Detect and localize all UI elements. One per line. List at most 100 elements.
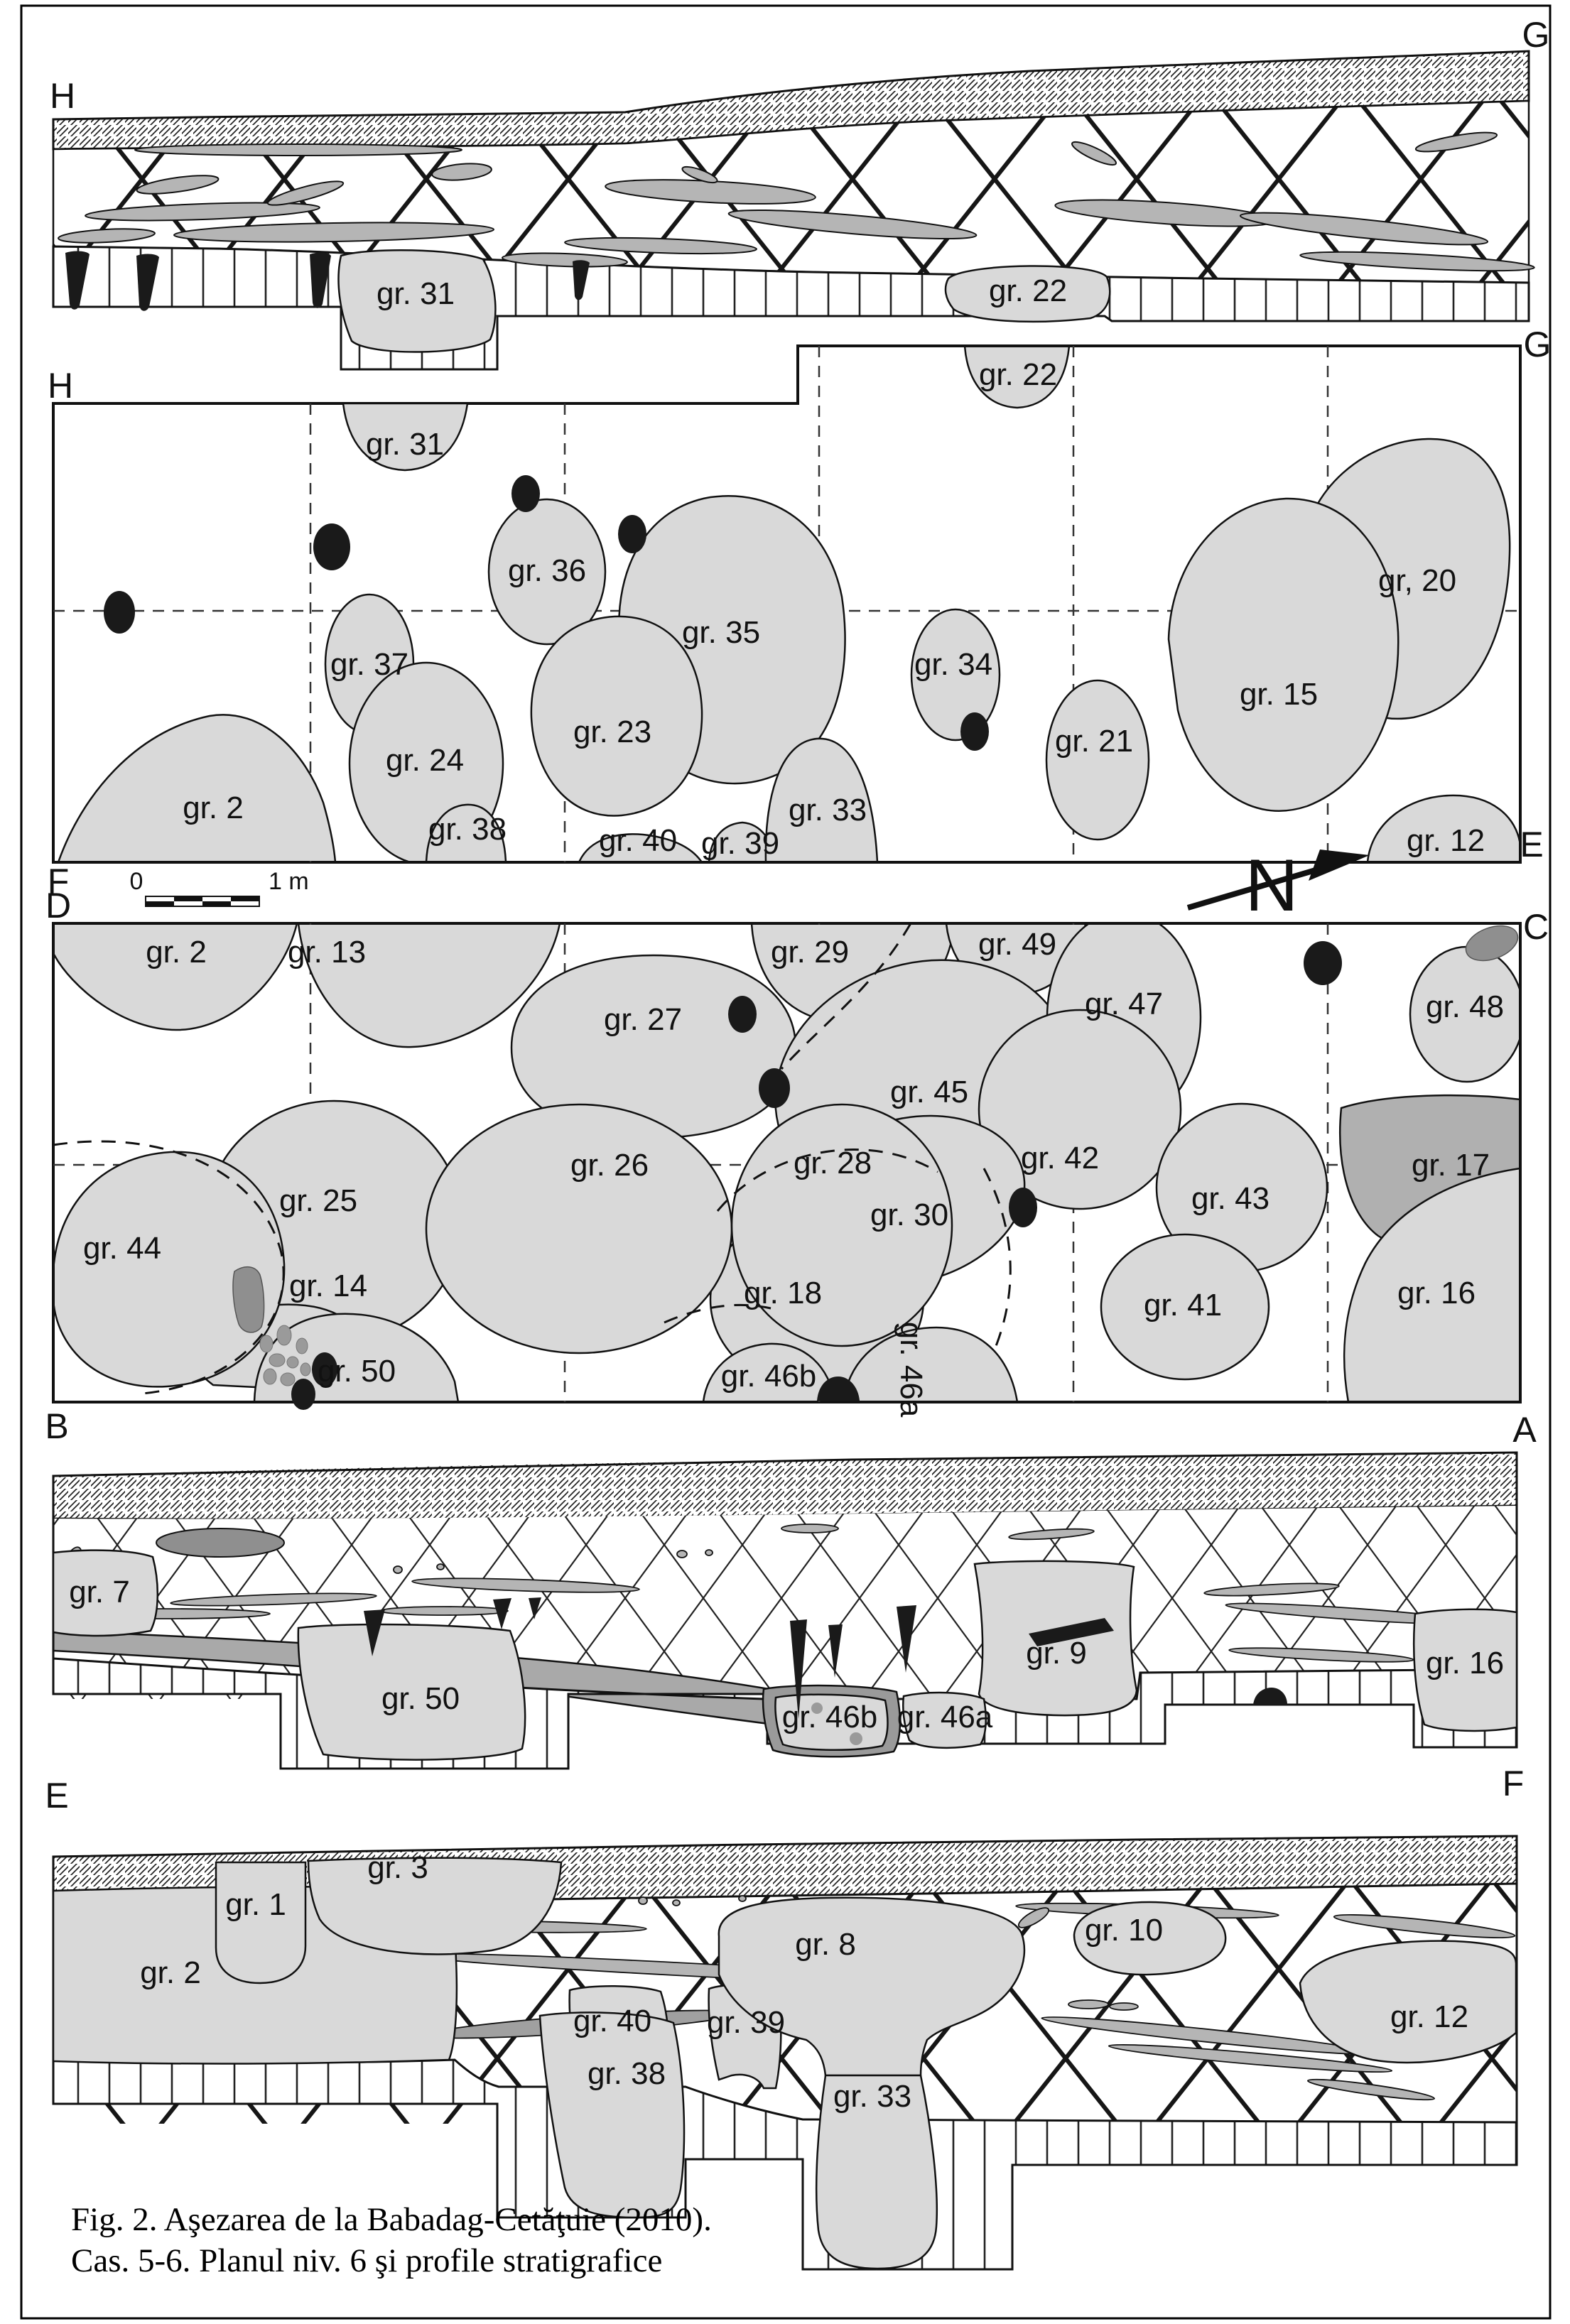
pit-gr-41 (1100, 1233, 1270, 1381)
plan2-pits (58, 347, 1519, 861)
label-gr-12: gr. 12 (1390, 1999, 1468, 2034)
label-gr-7: gr. 7 (69, 1575, 130, 1609)
label-gr-27: gr. 27 (604, 1002, 682, 1037)
pit-gr-7 (52, 1549, 159, 1637)
pit-gr-16-plan3 (1343, 1168, 1519, 1401)
pit-gr-31-profile (337, 249, 497, 353)
label-gr-46b: gr. 46b (721, 1359, 817, 1394)
label-gr-25: gr. 25 (279, 1183, 357, 1218)
label-gr-2: gr. 2 (183, 791, 244, 825)
label-gr-39: gr. 39 (701, 826, 779, 861)
north-arrow: N (1186, 845, 1370, 927)
label-gr-9: gr. 9 (1026, 1636, 1087, 1671)
label-gr-24: gr. 24 (386, 743, 464, 778)
pit-gr-33-profile (815, 2074, 938, 2270)
label-gr-38: gr. 38 (428, 812, 507, 847)
profile4-labels: gr. 7 gr. 50 gr. 9 gr. 46b gr. 46a gr. 1… (69, 1575, 1504, 1734)
label-gr-23: gr. 23 (573, 715, 651, 749)
profile-e-f: E F (45, 1764, 1524, 2271)
pit-gr-38-plan2 (425, 803, 507, 861)
gr46b-inclusions (811, 1703, 862, 1745)
corner-b: B (45, 1406, 68, 1446)
scale-one-m: 1 m (269, 868, 309, 895)
pit-gr-42 (978, 1009, 1182, 1210)
plan3-dashed-outlines (53, 923, 1012, 1395)
pit-gr-46a-profile (902, 1691, 987, 1749)
label-gr-49: gr. 49 (978, 927, 1056, 962)
pit-gr-28 (730, 1103, 953, 1347)
label-gr-36: gr. 36 (508, 553, 586, 588)
label-gr-12: gr. 12 (1407, 823, 1485, 858)
pit-gr-33-plan2 (764, 737, 879, 861)
pit-gr-44 (55, 1151, 286, 1388)
pit-gr-40-plan2 (578, 833, 703, 861)
profile-h-g: gr. 31 gr. 22 H G (50, 15, 1550, 371)
label-gr-38: gr. 38 (588, 2056, 666, 2091)
corner-g: G (1522, 15, 1550, 55)
label-gr-2: gr. 2 (146, 935, 207, 970)
corner-f: F (48, 862, 70, 901)
label-gr-35: gr. 35 (682, 615, 760, 650)
label-gr-29: gr. 29 (771, 935, 849, 970)
label-gr-46a: gr. 46a (894, 1322, 929, 1418)
corner-h: H (48, 366, 73, 406)
pit-gr-26 (425, 1103, 733, 1354)
corner-g: G (1524, 325, 1552, 364)
profile-b-a: gr. 7 gr. 50 gr. 9 gr. 46b gr. 46a gr. 1… (52, 1451, 1518, 1770)
plan2-labels: gr. 31 gr. 22 gr. 36 gr. 37 gr. 35 gr. 3… (183, 357, 1485, 861)
label-gr-14: gr. 14 (289, 1269, 367, 1303)
pit-gr-31-plan (342, 402, 469, 472)
pit-gr-50-profile (297, 1623, 526, 1761)
corner-e: E (45, 1776, 68, 1815)
pit-gr-23 (530, 615, 703, 817)
clay-lenses (58, 131, 1535, 272)
label-gr-34: gr. 34 (914, 647, 992, 682)
dark-stain-near-c (1465, 925, 1519, 962)
label-gr-22: gr. 22 (979, 357, 1057, 392)
label-gr-16: gr. 16 (1397, 1276, 1476, 1310)
label-gr-48: gr. 48 (1426, 989, 1504, 1024)
label-gr-33: gr. 33 (789, 793, 867, 827)
pebble-cluster (259, 1325, 311, 1386)
plan-h-g-f-e: gr. 31 gr. 22 gr. 36 gr. 37 gr. 35 gr. 3… (48, 325, 1552, 901)
label-gr-46a: gr. 46a (897, 1700, 993, 1734)
label-gr-39: gr. 39 (707, 2005, 785, 2040)
label-gr-22: gr. 22 (989, 273, 1067, 308)
corner-c: C (1523, 907, 1549, 947)
label-gr-17: gr. 17 (1412, 1148, 1490, 1183)
label-gr-45: gr. 45 (890, 1075, 968, 1109)
pit-gr-22-plan (963, 347, 1071, 409)
corner-e: E (1520, 825, 1543, 864)
caption-line-1: Fig. 2. Aşezarea de la Babadag-Cetăţuie … (71, 2201, 712, 2238)
dark-stain-gr-14 (232, 1266, 265, 1333)
label-gr-8: gr. 8 (795, 1927, 856, 1962)
pit-gr-15 (1167, 497, 1400, 812)
pit-gr-13 (298, 925, 561, 1048)
profile5-pits (52, 1857, 1517, 2270)
label-gr-41: gr. 41 (1144, 1288, 1222, 1323)
pit-gr-1 (215, 1861, 307, 1984)
pit-gr-46b-plan3 (703, 1342, 835, 1401)
pit-gr-36 (487, 498, 607, 646)
label-gr-10: gr. 10 (1085, 1913, 1163, 1948)
label-gr-21: gr. 21 (1055, 724, 1133, 759)
label-gr-46b: gr. 46b (782, 1700, 878, 1734)
label-gr-40: gr. 40 (573, 2004, 651, 2038)
label-gr-18: gr. 18 (744, 1276, 822, 1310)
label-gr-16: gr. 16 (1426, 1646, 1504, 1680)
corner-a: A (1512, 1410, 1537, 1450)
burnt-spikes (364, 1597, 1287, 1719)
label-gr-13: gr. 13 (288, 935, 366, 970)
label-gr-50: gr. 50 (381, 1681, 460, 1716)
burnt-pit-fills (65, 251, 590, 311)
label-gr-31: gr. 31 (366, 427, 444, 462)
pit-gr-8 (718, 1896, 1026, 2077)
scale-bar: 0 1 m (130, 868, 309, 907)
label-gr-30: gr. 30 (870, 1198, 948, 1232)
label-gr-31: gr. 31 (377, 276, 455, 311)
dark-clay-lens (156, 1528, 285, 1558)
pit-gr-38-profile (538, 2011, 686, 2219)
label-gr-28: gr. 28 (794, 1146, 872, 1180)
plan-d-c-b-a: gr. 2 gr. 13 gr. 27 gr. 29 gr. 49 gr. 47… (45, 886, 1549, 1450)
